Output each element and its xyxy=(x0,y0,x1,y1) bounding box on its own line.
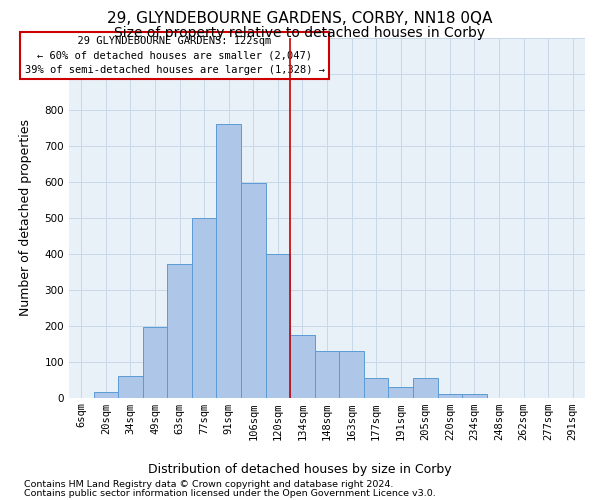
Bar xyxy=(462,394,487,398)
Bar xyxy=(217,124,241,398)
Text: Size of property relative to detached houses in Corby: Size of property relative to detached ho… xyxy=(115,26,485,40)
Bar xyxy=(241,184,266,398)
Text: Contains HM Land Registry data © Crown copyright and database right 2024.: Contains HM Land Registry data © Crown c… xyxy=(24,480,394,489)
Bar xyxy=(364,378,388,398)
Bar xyxy=(388,386,413,398)
Text: Distribution of detached houses by size in Corby: Distribution of detached houses by size … xyxy=(148,462,452,475)
Y-axis label: Number of detached properties: Number of detached properties xyxy=(19,119,32,316)
Text: Contains public sector information licensed under the Open Government Licence v3: Contains public sector information licen… xyxy=(24,489,436,498)
Bar xyxy=(339,350,364,398)
Bar xyxy=(437,394,462,398)
Bar xyxy=(413,378,437,398)
Bar xyxy=(192,218,217,398)
Bar xyxy=(290,334,315,398)
Bar xyxy=(118,376,143,398)
Bar xyxy=(167,264,192,398)
Bar xyxy=(94,392,118,398)
Bar xyxy=(143,328,167,398)
Bar xyxy=(315,350,339,398)
Text: 29 GLYNDEBOURNE GARDENS: 122sqm  
← 60% of detached houses are smaller (2,047)
3: 29 GLYNDEBOURNE GARDENS: 122sqm ← 60% of… xyxy=(25,36,325,76)
Text: 29, GLYNDEBOURNE GARDENS, CORBY, NN18 0QA: 29, GLYNDEBOURNE GARDENS, CORBY, NN18 0Q… xyxy=(107,11,493,26)
Bar xyxy=(266,254,290,398)
